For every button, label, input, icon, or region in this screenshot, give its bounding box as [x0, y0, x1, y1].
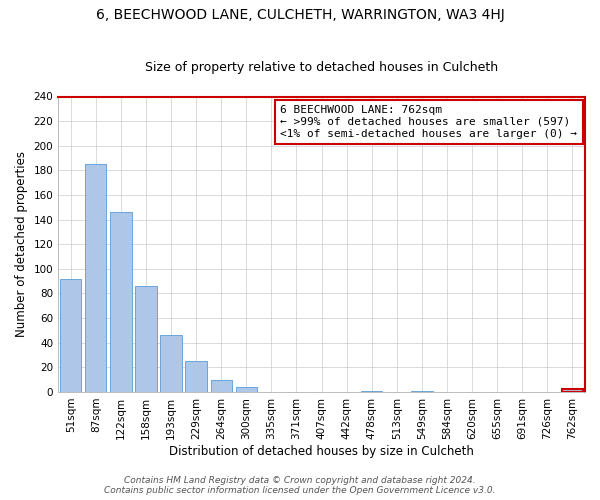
- Y-axis label: Number of detached properties: Number of detached properties: [15, 151, 28, 337]
- X-axis label: Distribution of detached houses by size in Culcheth: Distribution of detached houses by size …: [169, 444, 474, 458]
- Bar: [110, 212, 131, 392]
- Bar: [562, 390, 583, 392]
- Text: 6, BEECHWOOD LANE, CULCHETH, WARRINGTON, WA3 4HJ: 6, BEECHWOOD LANE, CULCHETH, WARRINGTON,…: [95, 8, 505, 22]
- Text: 6 BEECHWOOD LANE: 762sqm
← >99% of detached houses are smaller (597)
<1% of semi: 6 BEECHWOOD LANE: 762sqm ← >99% of detac…: [280, 106, 577, 138]
- Bar: [236, 387, 257, 392]
- Bar: [361, 390, 382, 392]
- Bar: [136, 286, 157, 392]
- Bar: [185, 361, 207, 392]
- Bar: [60, 278, 82, 392]
- Title: Size of property relative to detached houses in Culcheth: Size of property relative to detached ho…: [145, 62, 498, 74]
- Bar: [411, 390, 433, 392]
- Bar: [211, 380, 232, 392]
- Text: Contains HM Land Registry data © Crown copyright and database right 2024.
Contai: Contains HM Land Registry data © Crown c…: [104, 476, 496, 495]
- Bar: [160, 336, 182, 392]
- Bar: [85, 164, 106, 392]
